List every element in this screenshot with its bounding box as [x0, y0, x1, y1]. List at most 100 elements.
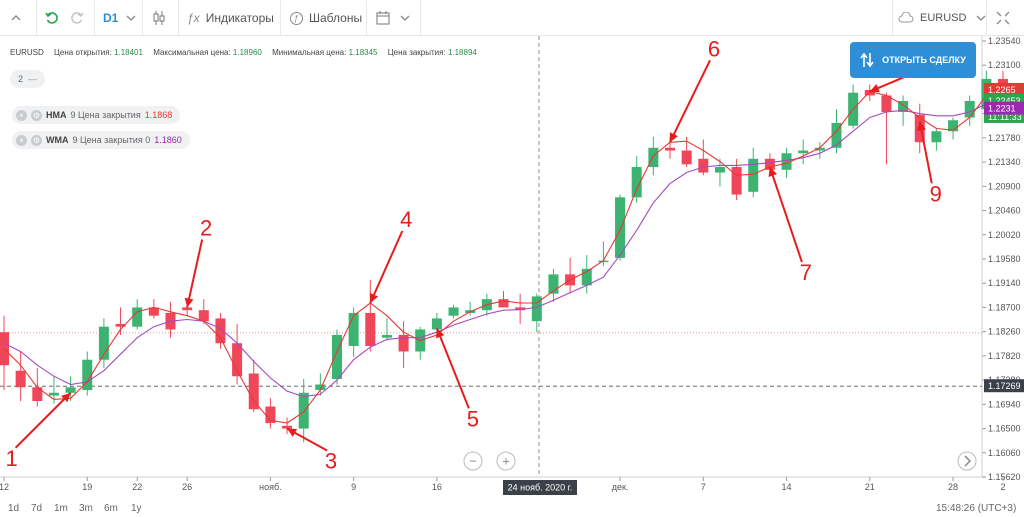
candle-body [448, 307, 459, 316]
close-icon[interactable]: × [16, 134, 27, 146]
open-trade-label: ОТКРЫТЬ СДЕЛКУ [882, 55, 966, 65]
candle-body [431, 318, 442, 330]
redo-icon[interactable] [70, 0, 86, 36]
price-badge-label: 1.2265 [988, 85, 1016, 95]
candle-body [198, 310, 209, 322]
x-tick-label: нояб. [259, 482, 282, 492]
symbol-select[interactable]: EURUSD [898, 0, 986, 36]
info-symbol: EURUSD [10, 48, 44, 57]
templates-label: Шаблоны [309, 11, 363, 25]
period-1m[interactable]: 1m [54, 503, 68, 514]
y-tick-label: 1.20020 [988, 230, 1021, 240]
chevron-down-icon [976, 15, 986, 21]
calendar-button[interactable] [376, 0, 410, 36]
candle-body [132, 307, 143, 327]
period-3m[interactable]: 3m [79, 503, 93, 514]
indicators-icon: ƒx [187, 11, 200, 25]
candle-body [764, 158, 775, 170]
timeframe-select[interactable]: D1 [103, 0, 136, 36]
annotation-label: 5 [467, 406, 479, 431]
zoom-out-button[interactable] [463, 451, 483, 471]
annotation-arrowhead [869, 83, 880, 93]
y-tick-label: 1.16500 [988, 424, 1021, 434]
candle-body [864, 89, 875, 96]
info-high-label: Максимальная цена: [153, 48, 231, 57]
y-tick-label: 1.16060 [988, 448, 1021, 458]
indicators-button[interactable]: ƒx Индикаторы [187, 0, 274, 36]
indicator-wma-params: 9 Цена закрытия 0 [72, 135, 151, 145]
gear-icon[interactable]: ⚙ [31, 134, 42, 146]
candle-body [348, 312, 359, 346]
candle-body [648, 147, 659, 168]
crosshair-date-badge [503, 480, 577, 495]
candlestick-icon [153, 11, 165, 25]
annotation-arrowhead [287, 428, 298, 437]
candle-body [365, 312, 376, 346]
candle-body [498, 299, 509, 308]
indicator-wma[interactable]: × ⚙ WMA 9 Цена закрытия 0 1.1860 [12, 131, 190, 149]
y-tick-label: 1.19140 [988, 278, 1021, 288]
x-tick-label: 16 [432, 482, 442, 492]
period-1d[interactable]: 1d [8, 503, 20, 514]
candle-body [964, 100, 975, 118]
open-trade-button[interactable]: ОТКРЫТЬ СДЕЛКУ [850, 42, 976, 78]
collapse-icon[interactable] [10, 0, 26, 36]
candle-body [698, 158, 709, 173]
minus-icon: — [28, 74, 38, 84]
y-tick-label: 1.23540 [988, 36, 1021, 46]
candle-body [948, 120, 959, 132]
indicator-hma-value: 1.1868 [144, 110, 173, 120]
y-tick-label: 1.18260 [988, 327, 1021, 337]
panel-count-badge[interactable]: 2 — [10, 70, 46, 88]
annotation-arrow [369, 230, 404, 304]
info-low-label: Минимальная цена: [272, 48, 347, 57]
price-badge-label: 1.22453 [988, 96, 1021, 106]
candle-type-button[interactable] [152, 0, 166, 36]
annotation-arrow [768, 166, 803, 263]
annotation-arrow [186, 239, 204, 308]
x-tick-label: 12 [0, 482, 9, 492]
candle-body [82, 359, 93, 391]
candle-body [65, 387, 76, 393]
annotation-label: 2 [200, 215, 212, 240]
candle-body [631, 167, 642, 198]
annotation-arrowhead [61, 392, 71, 403]
period-1y[interactable]: 1y [131, 503, 142, 514]
candle-body [182, 307, 193, 311]
annotation-arrowhead [184, 297, 194, 308]
timeframe-label: D1 [103, 11, 119, 25]
price-badge [984, 82, 1024, 96]
undo-icon[interactable] [45, 0, 61, 36]
calendar-icon [376, 11, 390, 25]
fullscreen-icon[interactable] [996, 0, 1010, 36]
x-tick-label: 19 [82, 482, 92, 492]
y-tick-label: 1.20900 [988, 181, 1021, 191]
wma-series-line [3, 100, 1004, 398]
x-tick-label: 2 [1000, 482, 1005, 492]
price-chart[interactable]: 1.235401.231001.226601.222201.217801.213… [0, 36, 1024, 500]
candle-body [48, 392, 59, 396]
y-tick-label: 1.21340 [988, 157, 1021, 167]
minus-icon: − [469, 454, 477, 469]
gear-icon[interactable]: ⚙ [31, 109, 42, 121]
period-7d[interactable]: 7d [31, 503, 43, 514]
candle-body [381, 334, 392, 338]
candle-body [831, 122, 842, 148]
chevron-down-icon [400, 15, 410, 21]
indicator-hma-name: HMA [46, 110, 67, 120]
chevron-down-icon [126, 15, 136, 21]
candle-body [881, 95, 892, 112]
info-close-value: 1.18894 [447, 48, 477, 57]
price-badge-label: 1.2231 [988, 104, 1016, 114]
period-6m[interactable]: 6m [104, 503, 118, 514]
scroll-right-button[interactable] [957, 451, 977, 471]
price-badge-label: 1.17269 [988, 381, 1021, 391]
y-tick-label: 1.15620 [988, 472, 1021, 482]
indicator-hma[interactable]: × ⚙ HMA 9 Цена закрытия 1.1868 [12, 106, 181, 124]
candle-body [98, 326, 109, 360]
templates-button[interactable]: ƒ Шаблоны [290, 0, 362, 36]
candle-body [115, 323, 126, 327]
indicator-hma-params: 9 Цена закрытия [70, 110, 141, 120]
close-icon[interactable]: × [16, 109, 27, 121]
zoom-in-button[interactable] [496, 451, 516, 471]
